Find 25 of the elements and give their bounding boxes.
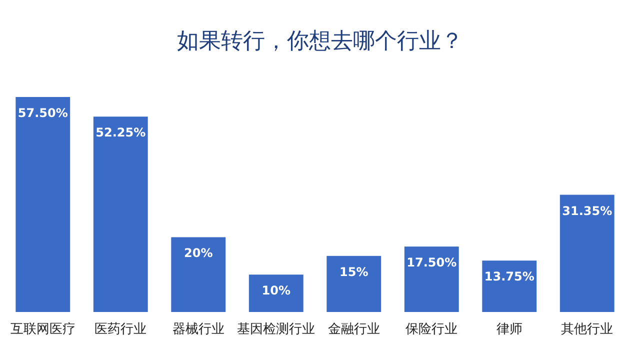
bar bbox=[482, 260, 537, 312]
x-tick-label: 律师 bbox=[496, 322, 522, 337]
data-label: 15% bbox=[340, 264, 368, 279]
data-label: 20% bbox=[184, 246, 213, 260]
data-label: 52.25% bbox=[96, 126, 146, 140]
bar bbox=[16, 97, 70, 312]
bar bbox=[248, 274, 304, 312]
data-label: 13.75% bbox=[484, 270, 534, 284]
chart-title: 如果转行，你想去哪个行业？ bbox=[177, 29, 463, 54]
data-label: 17.50% bbox=[406, 256, 457, 270]
x-tick-label: 医药行业 bbox=[94, 322, 147, 337]
data-label: 57.50% bbox=[18, 106, 68, 120]
bar bbox=[93, 116, 148, 312]
bar bbox=[171, 237, 226, 312]
x-tick-label: 保险行业 bbox=[406, 322, 458, 337]
bar bbox=[326, 256, 382, 312]
x-tick-label: 基因检测行业 bbox=[237, 322, 316, 337]
x-tick-label: 器械行业 bbox=[172, 322, 224, 337]
data-label: 10% bbox=[262, 284, 290, 298]
x-tick-label: 互联网医疗 bbox=[10, 322, 76, 337]
x-tick-label: 其他行业 bbox=[561, 322, 614, 337]
bar bbox=[560, 194, 614, 312]
data-label: 31.35% bbox=[562, 204, 612, 218]
bar bbox=[404, 246, 459, 312]
x-tick-label: 金融行业 bbox=[328, 322, 380, 337]
